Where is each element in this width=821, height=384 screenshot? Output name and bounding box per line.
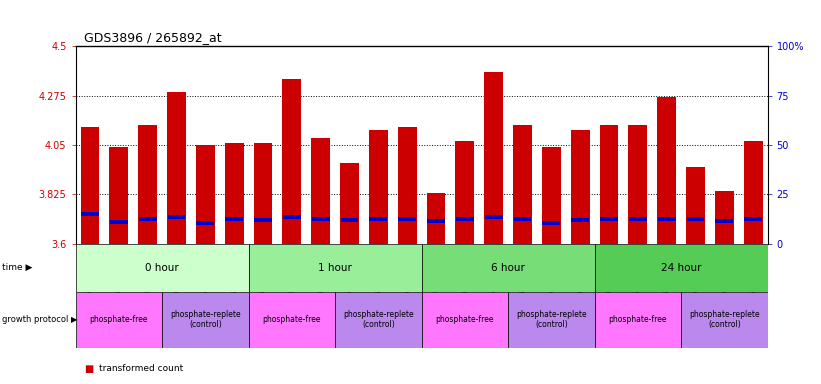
Bar [681,292,768,348]
Bar [686,217,704,220]
Bar [715,219,733,223]
Bar [422,244,594,292]
Text: phosphate-free: phosphate-free [89,315,148,324]
Bar [422,292,508,348]
Bar [427,193,445,244]
Bar [311,138,330,244]
Bar [80,127,99,244]
Text: GDS3896 / 265892_at: GDS3896 / 265892_at [84,31,222,44]
Bar [629,125,647,244]
Bar [745,217,762,220]
Bar [594,292,681,348]
Bar [513,125,532,244]
Bar [167,215,186,219]
Bar [282,79,301,244]
Bar [514,217,531,220]
Bar [109,147,128,244]
Bar [398,127,416,244]
Bar [254,218,272,222]
Bar [398,217,416,220]
Bar [369,129,388,244]
Bar [283,215,300,219]
Bar [543,221,560,225]
Bar [225,217,243,220]
Text: time ▶: time ▶ [2,263,32,272]
Bar [686,167,705,244]
Bar [508,292,594,348]
Bar [369,217,388,220]
Bar [715,191,734,244]
Text: 1 hour: 1 hour [318,263,352,273]
Bar [162,292,249,348]
Bar [138,125,157,244]
Bar [340,162,359,244]
Text: 6 hour: 6 hour [491,263,525,273]
Text: ■: ■ [84,364,93,374]
Text: phosphate-replete
(control): phosphate-replete (control) [343,310,414,329]
Bar [599,125,618,244]
Text: phosphate-free: phosphate-free [608,315,667,324]
Bar [335,292,422,348]
Bar [341,218,359,222]
Bar [196,221,214,225]
Bar [600,217,618,220]
Text: transformed count: transformed count [99,364,183,373]
Bar [484,215,502,219]
Text: phosphate-replete
(control): phosphate-replete (control) [516,310,587,329]
Bar [76,292,162,348]
Bar [110,220,128,224]
Bar [456,141,475,244]
Bar [658,97,676,244]
Bar [456,217,474,220]
Text: phosphate-free: phosphate-free [436,315,494,324]
Bar [594,244,768,292]
Bar [225,143,244,244]
Text: phosphate-replete
(control): phosphate-replete (control) [689,310,759,329]
Bar [542,147,561,244]
Bar [484,73,503,244]
Bar [427,219,445,223]
Bar [658,217,676,220]
Bar [571,129,589,244]
Bar [249,244,422,292]
Bar [139,217,157,220]
Bar [744,141,763,244]
Bar [571,218,589,222]
Bar [196,145,214,244]
Bar [167,92,186,244]
Bar [312,217,329,220]
Bar [76,244,249,292]
Bar [254,143,273,244]
Text: phosphate-replete
(control): phosphate-replete (control) [170,310,241,329]
Bar [81,212,99,216]
Text: 0 hour: 0 hour [145,263,179,273]
Text: growth protocol ▶: growth protocol ▶ [2,315,77,324]
Bar [629,217,647,220]
Text: phosphate-free: phosphate-free [263,315,321,324]
Text: 24 hour: 24 hour [661,263,701,273]
Bar [249,292,335,348]
